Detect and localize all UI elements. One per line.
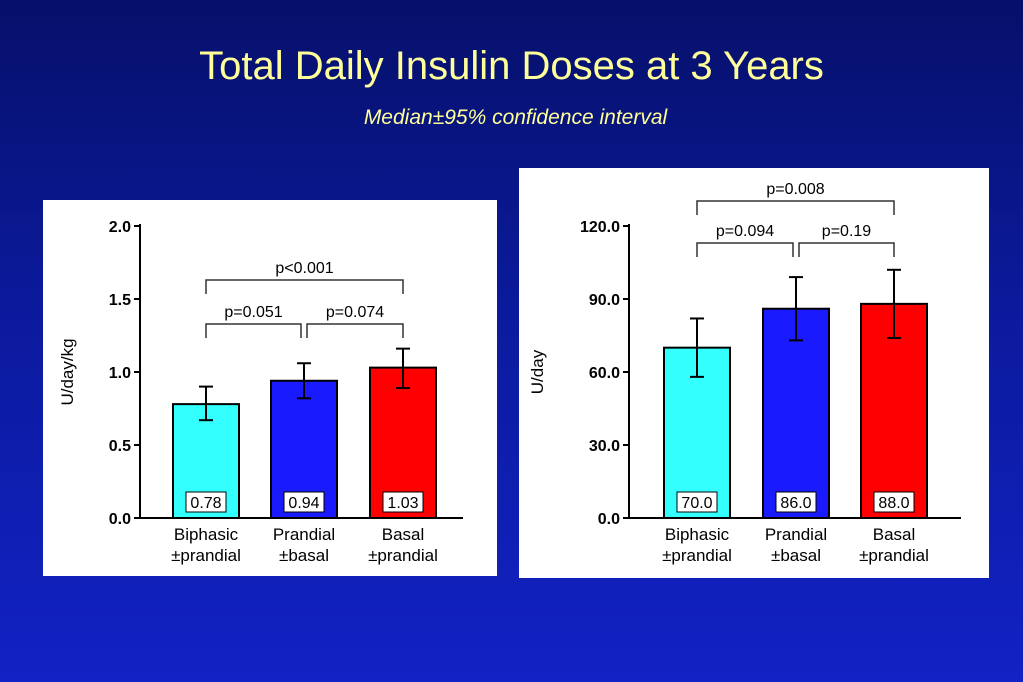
chart-dose-per-kg: 0.0 0.5 1.0 1.5 2.0 U/day/kg 0.78 Biphasic ±pran… bbox=[58, 219, 463, 565]
y-tick-label: 90.0 bbox=[589, 292, 620, 309]
chart-panel-total-dose: 0.0 30.0 60.0 90.0 120.0 U/day 70.0 Biphasic ±pr… bbox=[519, 168, 989, 578]
x-category-label: ±prandial bbox=[859, 546, 929, 565]
comparison-bracket bbox=[205, 279, 404, 294]
p-value-label: p=0.074 bbox=[326, 304, 384, 321]
p-value-label: p=0.094 bbox=[716, 223, 774, 240]
comparison-bracket bbox=[696, 200, 895, 215]
chart-dose-per-day: 0.0 30.0 60.0 90.0 120.0 U/day 70.0 Biphasic ±pr… bbox=[528, 181, 961, 565]
bar-prandial bbox=[762, 307, 830, 519]
value-label-box bbox=[873, 491, 915, 513]
value-label-box bbox=[185, 491, 227, 513]
bar-value-label: 88.0 bbox=[878, 495, 909, 512]
y-axis-label: U/day bbox=[528, 349, 547, 394]
y-tick-label: 0.0 bbox=[109, 511, 131, 528]
comparison-bracket bbox=[696, 242, 794, 257]
p-value-label: p=0.19 bbox=[822, 223, 871, 240]
x-category-label: ±basal bbox=[771, 546, 821, 565]
x-category-label: ±prandial bbox=[662, 546, 732, 565]
x-category-label: Biphasic bbox=[174, 525, 239, 544]
chart-panel-weight-adjusted: 0.0 0.5 1.0 1.5 2.0 U/day/kg 0.78 Biphasic ±pran… bbox=[43, 200, 497, 576]
bar-value-label: 0.94 bbox=[288, 495, 319, 512]
value-label-box bbox=[676, 491, 718, 513]
y-tick-label: 1.0 bbox=[109, 365, 131, 382]
x-category-label: Biphasic bbox=[665, 525, 730, 544]
x-category-label: ±prandial bbox=[171, 546, 241, 565]
bar-value-label: 70.0 bbox=[681, 495, 712, 512]
p-value-label: p=0.051 bbox=[224, 304, 282, 321]
slide-subtitle: Median±95% confidence interval bbox=[363, 106, 668, 129]
bar-value-label: 1.03 bbox=[387, 495, 418, 512]
x-category-label: Basal bbox=[873, 525, 916, 544]
y-tick-label: 60.0 bbox=[589, 365, 620, 382]
y-tick-label: 0.5 bbox=[109, 438, 131, 455]
slide-title: Total Daily Insulin Doses at 3 Years bbox=[199, 44, 824, 88]
y-tick-label: 30.0 bbox=[589, 438, 620, 455]
bar-basal bbox=[860, 302, 928, 519]
p-value-label: p<0.001 bbox=[275, 260, 333, 277]
value-label-box bbox=[775, 491, 817, 513]
x-category-label: ±prandial bbox=[368, 546, 438, 565]
y-tick-label: 120.0 bbox=[580, 219, 620, 236]
value-label-box bbox=[283, 491, 325, 513]
bar-value-label: 86.0 bbox=[780, 495, 811, 512]
p-value-label: p=0.008 bbox=[766, 181, 824, 198]
comparison-bracket bbox=[205, 323, 302, 338]
y-axis-label: U/day/kg bbox=[58, 338, 77, 405]
y-tick-label: 0.0 bbox=[598, 511, 620, 528]
x-category-label: Basal bbox=[382, 525, 425, 544]
bar-value-label: 0.78 bbox=[190, 495, 221, 512]
y-tick-label: 2.0 bbox=[109, 219, 131, 236]
value-label-box bbox=[382, 491, 424, 513]
comparison-bracket bbox=[306, 323, 404, 338]
comparison-bracket bbox=[798, 242, 895, 257]
y-tick-label: 1.5 bbox=[109, 292, 131, 309]
x-category-label: Prandial bbox=[273, 525, 335, 544]
x-category-label: ±basal bbox=[279, 546, 329, 565]
x-category-label: Prandial bbox=[765, 525, 827, 544]
